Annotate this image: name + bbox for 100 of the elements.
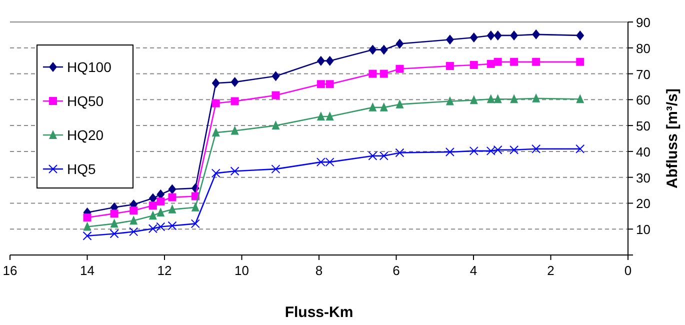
point	[396, 64, 404, 73]
legend-label: HQ20	[67, 127, 104, 143]
point	[316, 80, 325, 88]
x-tick-label: 2	[547, 263, 554, 278]
y-tick-label: 90	[636, 15, 650, 30]
point	[83, 213, 92, 222]
point	[368, 44, 377, 55]
point	[494, 58, 502, 66]
point	[486, 94, 495, 104]
x-tick-label: 6	[392, 263, 400, 278]
point	[191, 202, 200, 212]
point	[212, 128, 220, 137]
point	[470, 95, 478, 104]
point	[395, 148, 404, 158]
point	[446, 62, 454, 70]
point	[110, 218, 118, 228]
y-tick-label: 80	[636, 40, 650, 56]
y-tick-label: 40	[636, 144, 650, 160]
point	[211, 168, 220, 178]
point	[168, 193, 176, 202]
point	[316, 111, 325, 120]
point	[576, 30, 584, 40]
point	[168, 184, 176, 194]
point	[368, 70, 377, 78]
point	[532, 144, 541, 154]
point	[168, 221, 177, 230]
point	[486, 30, 495, 40]
x-tick-label: 0	[624, 263, 632, 278]
point	[532, 58, 540, 66]
point	[469, 146, 478, 156]
x-tick-label: 14	[80, 263, 94, 278]
point	[129, 227, 138, 236]
point	[316, 56, 325, 66]
y-tick-label: 50	[636, 118, 650, 134]
point	[494, 30, 502, 40]
legend-label: HQ100	[67, 59, 112, 75]
point	[212, 99, 220, 108]
point	[190, 219, 200, 228]
point	[532, 93, 540, 102]
point	[510, 30, 518, 40]
point	[396, 99, 404, 108]
point	[156, 208, 165, 217]
point	[82, 231, 92, 240]
point	[326, 111, 334, 120]
point	[380, 70, 388, 78]
point	[230, 166, 240, 176]
point	[380, 102, 388, 112]
point	[445, 147, 454, 156]
point	[396, 38, 404, 49]
point	[510, 145, 519, 154]
point	[532, 29, 540, 40]
x-tick-label: 12	[157, 263, 172, 278]
point	[272, 71, 280, 82]
point	[368, 102, 377, 112]
x-tick-label: 16	[2, 263, 18, 278]
x-axis-title: Fluss-Km	[284, 304, 354, 321]
point	[486, 60, 495, 68]
y-tick-label: 70	[636, 66, 650, 82]
x-tick-label: 4	[470, 263, 478, 278]
point	[130, 206, 138, 214]
legend-label: HQ5	[67, 161, 96, 177]
point	[148, 193, 157, 204]
point	[271, 164, 280, 174]
point	[156, 197, 165, 206]
point	[576, 94, 584, 104]
legend-label: HQ50	[67, 93, 104, 109]
point	[380, 44, 388, 55]
point	[272, 91, 280, 100]
y-tick-label: 20	[636, 196, 650, 212]
point	[230, 77, 239, 88]
y-tick-label: 60	[636, 92, 650, 108]
point	[510, 94, 518, 104]
point	[272, 120, 280, 130]
point	[576, 144, 585, 154]
point	[379, 151, 388, 160]
point	[230, 126, 239, 135]
point	[470, 60, 478, 69]
point	[446, 96, 454, 106]
point	[110, 210, 118, 218]
point	[83, 222, 92, 231]
point	[368, 151, 378, 160]
point	[470, 32, 478, 43]
point	[326, 80, 334, 88]
point	[212, 78, 220, 88]
point	[446, 34, 454, 45]
point	[510, 58, 518, 66]
x-tick-label: 8	[315, 263, 323, 278]
point	[230, 97, 239, 106]
y-tick-label: 10	[636, 222, 650, 238]
x-tick-label: 10	[234, 263, 249, 278]
point	[148, 202, 157, 210]
point	[130, 216, 138, 225]
point	[576, 58, 584, 66]
y-axis-title: Abfluss [m³/s]	[664, 88, 681, 189]
y-tick-label: 30	[636, 170, 650, 186]
point	[326, 56, 334, 66]
point	[110, 229, 119, 238]
point	[168, 204, 176, 214]
point	[148, 210, 157, 220]
point	[494, 94, 502, 104]
